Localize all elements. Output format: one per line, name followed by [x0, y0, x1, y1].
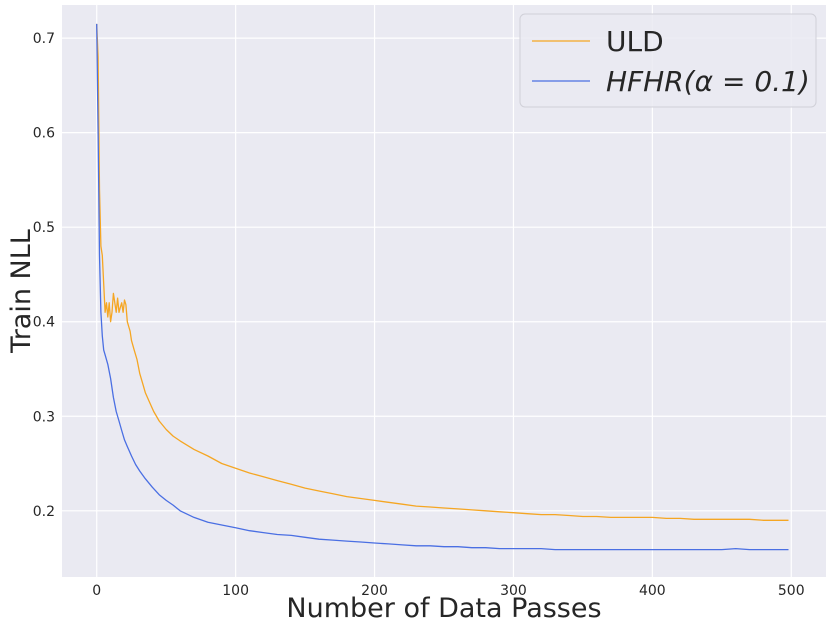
y-tick-label: 0.3 [33, 409, 55, 425]
x-axis-label: Number of Data Passes [286, 593, 601, 624]
grid-lines [62, 5, 826, 577]
y-tick-label: 0.6 [33, 126, 55, 142]
legend-label-uld: ULD [606, 25, 664, 58]
legend: ULD HFHR(α = 0.1) [519, 13, 817, 108]
y-tick-label: 0.4 [33, 315, 55, 331]
y-axis-ticks: 0.2 0.3 0.4 0.5 0.6 0.7 [33, 31, 55, 520]
x-tick-label: 0 [92, 583, 101, 599]
legend-label-hfhr: HFHR(α = 0.1) [606, 65, 810, 98]
y-tick-label: 0.5 [33, 220, 55, 236]
x-tick-label: 100 [222, 583, 249, 599]
y-tick-label: 0.2 [33, 504, 55, 520]
series-line-1 [96, 23, 789, 551]
y-axis-label: Train NLL [6, 229, 37, 354]
x-tick-label: 400 [639, 583, 666, 599]
series-line-0 [96, 23, 789, 521]
series-lines [96, 23, 789, 551]
legend-box [519, 13, 817, 108]
x-tick-label: 300 [500, 583, 527, 599]
y-tick-label: 0.7 [33, 31, 55, 47]
x-axis-ticks: 0 100 200 300 400 500 [92, 583, 804, 599]
x-tick-label: 500 [778, 583, 805, 599]
x-tick-label: 200 [361, 583, 388, 599]
